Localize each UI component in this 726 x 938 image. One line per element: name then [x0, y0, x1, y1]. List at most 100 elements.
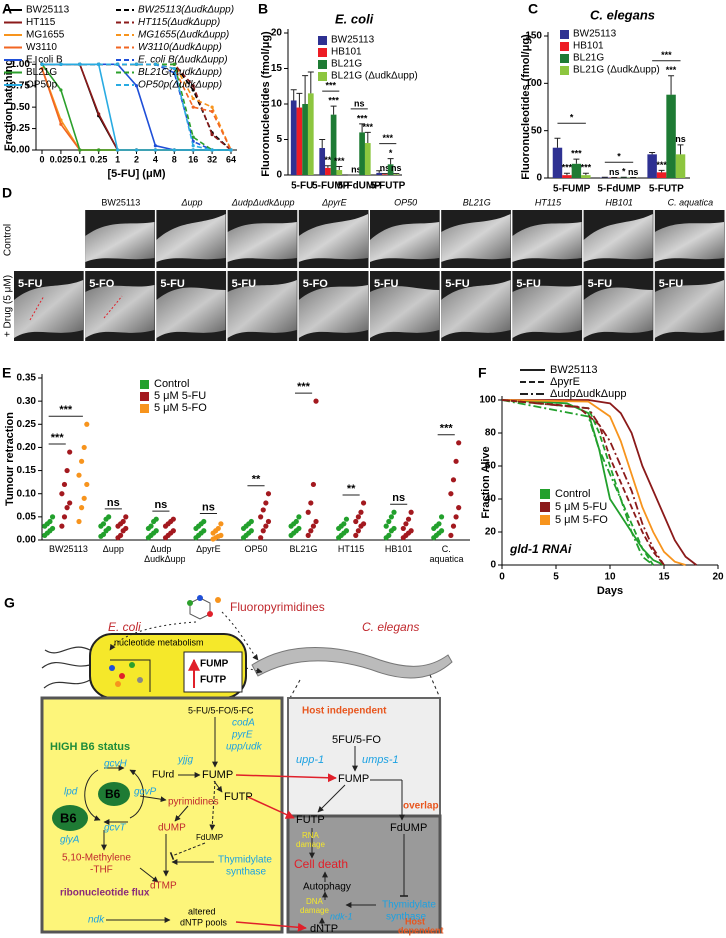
point — [123, 514, 129, 520]
y-tick-label: 10 — [271, 99, 283, 110]
legend-swatch — [140, 380, 149, 389]
point — [400, 525, 406, 532]
point — [191, 148, 195, 152]
significance-label: * — [622, 167, 626, 177]
legend-label: BL21G (ΔudkΔupp) — [331, 71, 418, 82]
diagram-label: dTMP — [150, 881, 177, 892]
error-bar — [554, 137, 561, 148]
diagram-label: Host independent — [302, 706, 387, 717]
diagram-label: FUMP — [202, 769, 233, 781]
y-tick-label: 0 — [490, 560, 496, 571]
diagram-label: glyA — [60, 835, 80, 846]
diagram-label: umps-1 — [362, 754, 399, 766]
x-tick-label: OP50 — [244, 544, 268, 554]
drug-label: 5-FU — [516, 278, 541, 290]
error-bar — [302, 75, 309, 104]
point — [248, 518, 254, 525]
point — [408, 509, 414, 515]
y-tick-label: 100 — [525, 78, 542, 89]
bar — [376, 172, 383, 175]
significance-label: ns — [380, 163, 391, 173]
worm-image — [512, 222, 582, 262]
worm-image — [583, 287, 653, 338]
y-tick-label: 40 — [485, 494, 497, 505]
worm-image — [583, 214, 653, 262]
legend-label: MG1655 — [26, 30, 65, 41]
point — [123, 525, 129, 532]
y-tick-label: 80 — [485, 428, 497, 439]
x-tick-label: 1 — [115, 154, 120, 164]
x-tick-label: 5-FdUMP — [597, 184, 641, 195]
legend-swatch — [318, 36, 327, 45]
error-bar — [376, 170, 383, 173]
point — [218, 521, 224, 527]
survival-curve — [501, 399, 665, 566]
legend-label: W3110 — [26, 42, 57, 53]
point — [59, 122, 63, 126]
strain-label: Δupp — [180, 197, 202, 207]
y-tick-label: 150 — [525, 31, 542, 42]
x-tick-label: HT115 — [337, 544, 365, 554]
drug-label: 5-FU — [232, 278, 257, 290]
bar — [571, 163, 582, 178]
worm-image — [512, 285, 582, 338]
diagram-label: synthase — [226, 867, 266, 878]
survival-curve — [501, 399, 654, 566]
bar — [325, 167, 331, 175]
point — [153, 62, 157, 66]
point — [170, 528, 176, 534]
drug-label: 5-FU — [588, 278, 613, 290]
point — [360, 500, 367, 506]
point — [59, 523, 65, 529]
point — [84, 421, 90, 427]
point — [59, 62, 63, 66]
x-label-box: C. aquatica — [429, 544, 463, 564]
bar — [656, 172, 667, 178]
y-tick-label: 100 — [479, 395, 496, 406]
y-tick-label: 0.25 — [17, 419, 37, 430]
point — [218, 532, 224, 538]
point — [81, 444, 87, 451]
series-line — [42, 63, 231, 151]
y-tick-label: 5 — [276, 134, 282, 145]
y-tick-label: 20 — [271, 28, 283, 39]
y-axis-label: Fraction Alive — [480, 446, 492, 518]
y-tick-label: 0.25 — [11, 123, 31, 134]
point — [383, 523, 389, 529]
bar — [552, 147, 563, 178]
diagram-label: ndk-1 — [330, 911, 353, 921]
point — [106, 514, 112, 520]
x-label-box: ΔpyrE — [196, 544, 221, 554]
bar — [296, 107, 303, 175]
legend-swatch — [318, 60, 327, 69]
point — [391, 509, 397, 515]
worm-image — [370, 286, 440, 338]
legend-label: 5 μM 5-FU — [555, 501, 607, 513]
diagram-label: RNA — [302, 831, 320, 840]
point — [201, 518, 207, 525]
legend-label: BL21G — [26, 67, 57, 78]
diagram-label: damage — [296, 840, 325, 849]
diagram-label: FUMP — [338, 773, 369, 785]
significance-label: *** — [59, 404, 73, 416]
bar — [387, 164, 394, 175]
bar — [290, 100, 297, 175]
significance-label: *** — [440, 423, 454, 435]
annotation: gld-1 RNAi — [509, 542, 572, 556]
point — [78, 505, 85, 511]
worm-image — [227, 222, 297, 262]
legend-label: 5 μM 5-FO — [154, 402, 207, 414]
point — [148, 523, 154, 529]
x-tick-label: HB101 — [384, 544, 413, 554]
y-tick-label: 0 — [276, 170, 282, 181]
point — [100, 531, 107, 538]
diagram-label: dNTP pools — [180, 917, 227, 927]
point — [296, 525, 302, 532]
strain-label: OP50 — [394, 197, 417, 207]
diagram-label: ndk — [88, 915, 105, 926]
significance-label: *** — [363, 122, 374, 132]
diagram-label: dNTP — [310, 923, 338, 935]
diagram-label: B6 — [60, 810, 77, 825]
diagram-label: dUMP — [158, 823, 186, 834]
point — [153, 516, 159, 522]
